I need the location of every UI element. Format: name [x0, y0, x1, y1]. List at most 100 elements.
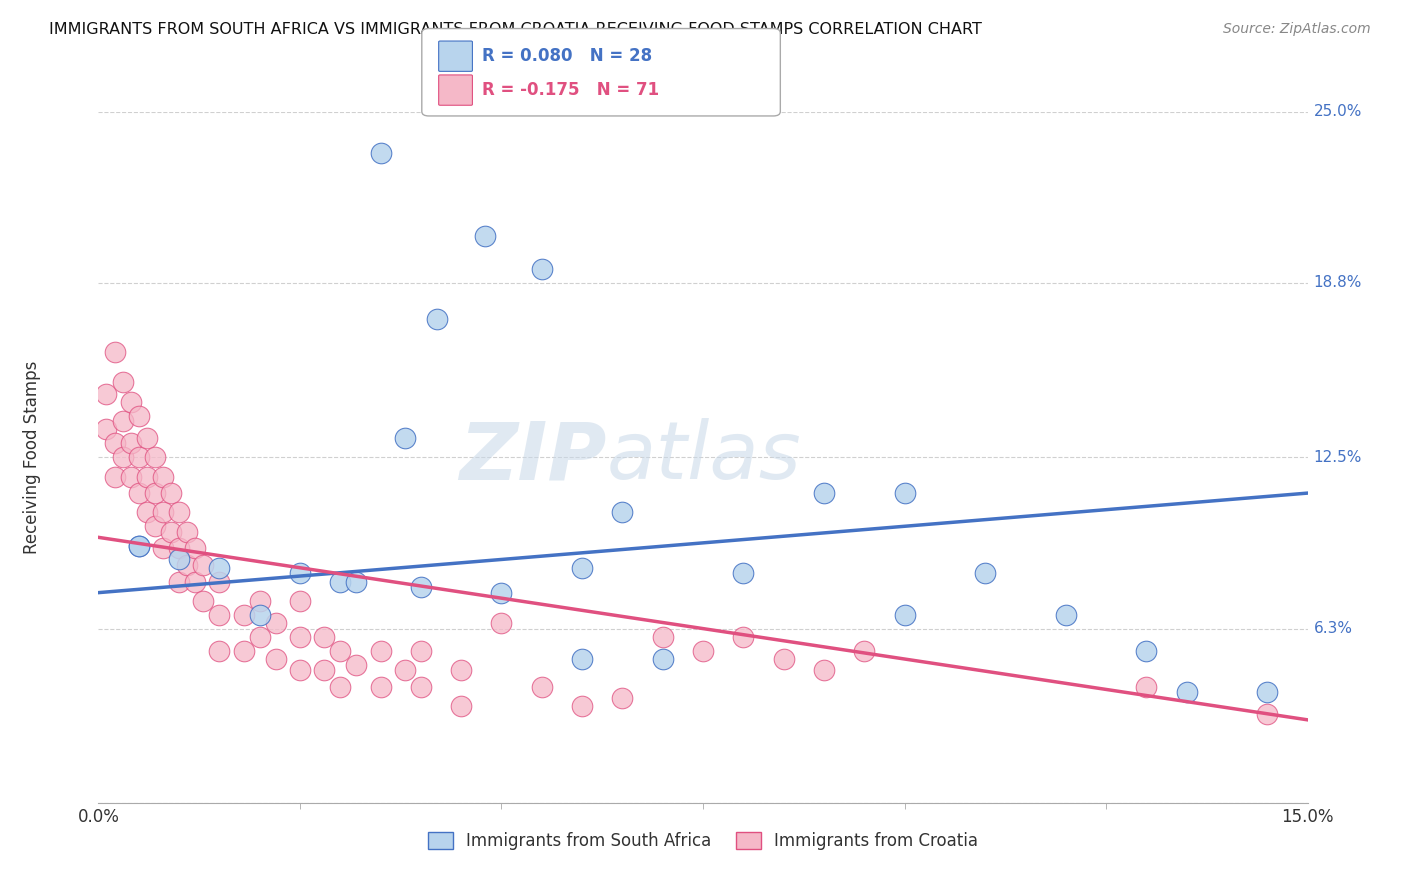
- Point: [530, 680, 553, 694]
- Point: [450, 663, 472, 677]
- Point: [167, 541, 190, 556]
- Point: [152, 505, 174, 519]
- Point: [111, 414, 134, 428]
- Point: [733, 630, 755, 644]
- Point: [314, 663, 336, 677]
- Text: IMMIGRANTS FROM SOUTH AFRICA VS IMMIGRANTS FROM CROATIA RECEIVING FOOD STAMPS CO: IMMIGRANTS FROM SOUTH AFRICA VS IMMIGRAN…: [49, 22, 981, 37]
- Point: [232, 644, 254, 658]
- Point: [208, 561, 231, 575]
- Point: [344, 657, 367, 672]
- Point: [370, 644, 392, 658]
- Point: [128, 409, 150, 423]
- Point: [772, 652, 794, 666]
- Point: [208, 644, 231, 658]
- Point: [103, 436, 125, 450]
- Point: [394, 431, 416, 445]
- Point: [612, 690, 634, 705]
- Text: ZIP: ZIP: [458, 418, 606, 496]
- Point: [612, 505, 634, 519]
- Point: [128, 486, 150, 500]
- Point: [474, 229, 496, 244]
- Point: [193, 594, 215, 608]
- Point: [128, 450, 150, 464]
- Text: R = 0.080   N = 28: R = 0.080 N = 28: [482, 47, 652, 65]
- Point: [370, 146, 392, 161]
- Point: [409, 644, 432, 658]
- Text: 12.5%: 12.5%: [1313, 450, 1362, 465]
- Point: [394, 663, 416, 677]
- Point: [208, 574, 231, 589]
- Point: [409, 580, 432, 594]
- Point: [813, 663, 835, 677]
- Point: [1175, 685, 1198, 699]
- Point: [135, 505, 157, 519]
- Point: [288, 663, 311, 677]
- Point: [1256, 685, 1278, 699]
- Point: [733, 566, 755, 581]
- Point: [1256, 707, 1278, 722]
- Point: [152, 541, 174, 556]
- Point: [409, 680, 432, 694]
- Point: [1054, 607, 1077, 622]
- Point: [176, 524, 198, 539]
- Point: [692, 644, 714, 658]
- Point: [167, 552, 190, 566]
- Point: [232, 607, 254, 622]
- Point: [184, 574, 207, 589]
- Point: [111, 450, 134, 464]
- Point: [813, 486, 835, 500]
- Text: Source: ZipAtlas.com: Source: ZipAtlas.com: [1223, 22, 1371, 37]
- Point: [893, 607, 915, 622]
- Point: [288, 630, 311, 644]
- Point: [249, 630, 271, 644]
- Point: [1135, 680, 1157, 694]
- Point: [103, 469, 125, 483]
- Point: [264, 615, 287, 630]
- Text: R = -0.175   N = 71: R = -0.175 N = 71: [482, 81, 659, 99]
- Text: 25.0%: 25.0%: [1313, 104, 1362, 119]
- Point: [120, 469, 142, 483]
- Point: [288, 594, 311, 608]
- Point: [329, 644, 352, 658]
- Point: [571, 699, 593, 714]
- Text: 18.8%: 18.8%: [1313, 276, 1362, 291]
- Point: [893, 486, 915, 500]
- Text: 6.3%: 6.3%: [1313, 621, 1353, 636]
- Point: [450, 699, 472, 714]
- Point: [120, 436, 142, 450]
- Point: [152, 469, 174, 483]
- Point: [128, 539, 150, 553]
- Point: [571, 561, 593, 575]
- Point: [96, 422, 118, 436]
- Point: [853, 644, 876, 658]
- Point: [571, 652, 593, 666]
- Point: [974, 566, 997, 581]
- Point: [160, 486, 183, 500]
- Point: [184, 541, 207, 556]
- Point: [167, 505, 190, 519]
- Point: [143, 450, 166, 464]
- Point: [530, 262, 553, 277]
- Point: [651, 652, 673, 666]
- Point: [491, 615, 513, 630]
- Point: [143, 519, 166, 533]
- Point: [491, 585, 513, 599]
- Point: [111, 376, 134, 390]
- Point: [193, 558, 215, 572]
- Text: Receiving Food Stamps: Receiving Food Stamps: [22, 360, 41, 554]
- Legend: Immigrants from South Africa, Immigrants from Croatia: Immigrants from South Africa, Immigrants…: [420, 825, 986, 856]
- Text: atlas: atlas: [606, 418, 801, 496]
- Point: [288, 566, 311, 581]
- Point: [329, 680, 352, 694]
- Point: [96, 386, 118, 401]
- Point: [103, 345, 125, 359]
- Point: [176, 558, 198, 572]
- Point: [143, 486, 166, 500]
- Point: [160, 524, 183, 539]
- Point: [264, 652, 287, 666]
- Point: [128, 539, 150, 553]
- Point: [314, 630, 336, 644]
- Point: [344, 574, 367, 589]
- Point: [1135, 644, 1157, 658]
- Point: [370, 680, 392, 694]
